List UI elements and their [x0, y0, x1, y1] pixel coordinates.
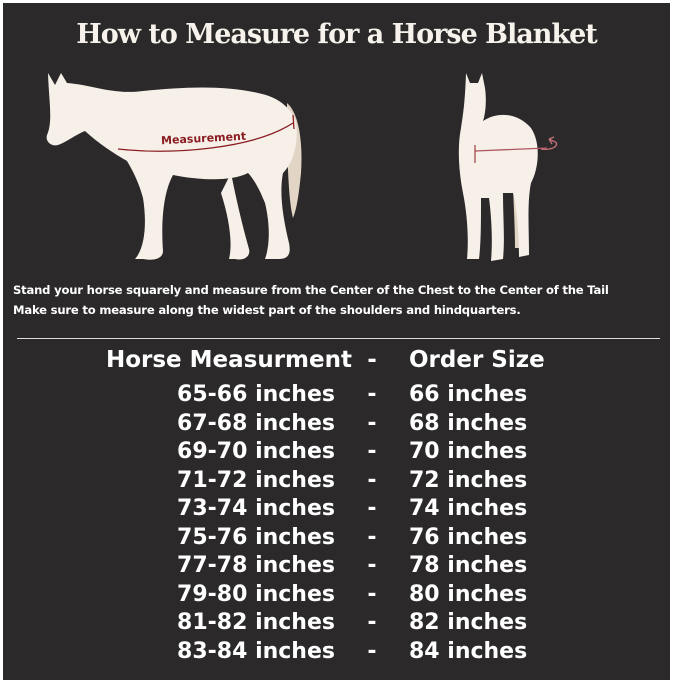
measurement-label: Measurement	[161, 130, 247, 147]
separator-cell: -	[367, 410, 377, 436]
table-row: 81-82 inches - 82 inches	[3, 610, 670, 638]
table-row: 83-84 inches - 84 inches	[3, 639, 670, 667]
page-title: How to Measure for a Horse Blanket	[76, 19, 597, 50]
measurement-tick	[292, 114, 295, 130]
horse-measurement-cell: 67-68 inches	[177, 410, 335, 436]
separator-cell: -	[367, 382, 377, 407]
horse-measurement-cell: 79-80 inches	[177, 581, 335, 607]
instruction-line: Make sure to measure along the widest pa…	[13, 303, 521, 317]
horse-measurement-cell: 83-84 inches	[177, 638, 335, 664]
table-row: 69-70 inches - 70 inches	[3, 439, 670, 467]
table-row: 67-68 inches - 68 inches	[3, 411, 670, 439]
measuring-instructions: Stand your horse squarely and measure fr…	[13, 280, 609, 320]
table-row: 79-80 inches - 80 inches	[3, 582, 670, 610]
order-size-cell: 70 inches	[409, 439, 528, 464]
separator-cell: -	[367, 638, 377, 664]
horse-measurement-cell: 73-74 inches	[177, 496, 335, 521]
header-order-size: Order Size	[409, 347, 545, 373]
order-size-cell: 76 inches	[409, 524, 528, 550]
table-row: 65-66 inches - 66 inches	[3, 382, 670, 410]
separator-cell: -	[367, 581, 377, 607]
table-row: 73-74 inches - 74 inches	[3, 496, 670, 524]
instruction-line: Stand your horse squarely and measure fr…	[13, 283, 609, 297]
front-horse-body	[458, 73, 538, 261]
horse-measurement-cell: 69-70 inches	[177, 439, 335, 464]
divider	[17, 338, 660, 339]
wrap-arrow-icon	[540, 136, 558, 151]
separator-cell: -	[367, 524, 377, 550]
separator-cell: -	[367, 439, 377, 464]
order-size-cell: 74 inches	[409, 496, 528, 521]
table-row: 77-78 inches - 78 inches	[3, 553, 670, 581]
table-row: 75-76 inches - 76 inches	[3, 525, 670, 553]
header-horse-measurement: Horse Measurment	[105, 347, 352, 373]
horse-measurement-cell: 77-78 inches	[177, 553, 335, 578]
horse-measurement-cell: 81-82 inches	[177, 610, 335, 635]
front-horse-illustration	[458, 73, 558, 261]
separator-cell: -	[367, 610, 377, 635]
separator-cell: -	[367, 553, 377, 578]
horse-illustrations: Measurement	[46, 73, 558, 261]
separator-cell: -	[367, 496, 377, 521]
size-table-header: Horse Measurment - Order Size	[3, 347, 670, 375]
side-horse-illustration: Measurement	[46, 73, 302, 260]
order-size-cell: 80 inches	[409, 581, 528, 607]
table-row: 71-72 inches - 72 inches	[3, 468, 670, 496]
header-separator: -	[367, 347, 377, 373]
side-horse-hind-leg	[221, 173, 250, 260]
horse-measurement-cell: 65-66 inches	[177, 382, 335, 407]
measurement-line	[117, 122, 294, 152]
order-size-cell: 72 inches	[409, 467, 528, 493]
front-measurement-line	[474, 147, 548, 152]
horse-measurement-cell: 75-76 inches	[177, 524, 335, 550]
horse-measurement-cell: 71-72 inches	[177, 467, 335, 493]
order-size-cell: 66 inches	[409, 382, 528, 407]
separator-cell: -	[367, 467, 377, 493]
order-size-cell: 84 inches	[409, 638, 528, 664]
order-size-cell: 78 inches	[409, 553, 528, 578]
order-size-cell: 68 inches	[409, 410, 528, 436]
infographic-panel: How to Measure for a Horse Blanket Measu…	[3, 3, 670, 680]
order-size-cell: 82 inches	[409, 610, 528, 635]
side-horse-body	[46, 73, 297, 260]
